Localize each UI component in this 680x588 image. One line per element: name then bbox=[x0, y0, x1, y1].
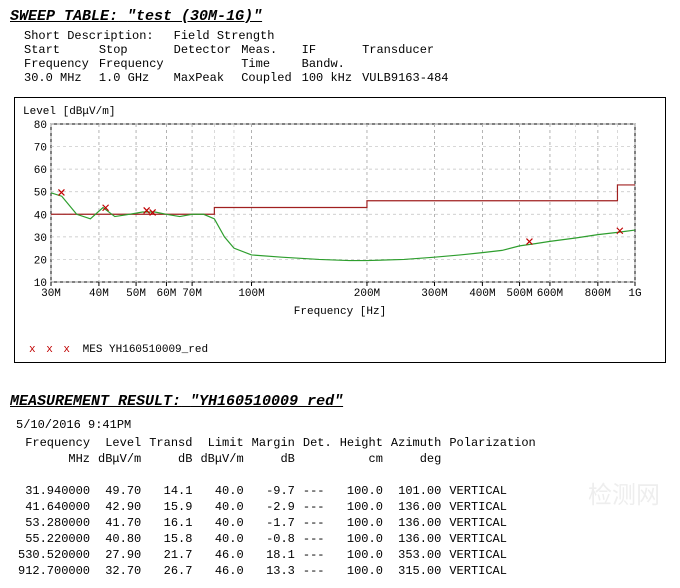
col-meas: Meas. bbox=[241, 43, 301, 57]
result-title-value: "YH160510009_red" bbox=[190, 393, 343, 410]
svg-text:70M: 70M bbox=[182, 288, 202, 300]
svg-text:500M: 500M bbox=[506, 288, 532, 300]
sweep-table-section: SWEEP TABLE: "test (30M-1G)" Short Descr… bbox=[10, 8, 670, 85]
svg-text:30M: 30M bbox=[41, 288, 61, 300]
legend-label: MES YH160510009_red bbox=[83, 344, 208, 356]
table-row: 912.70000032.7026.746.013.3---100.0315.0… bbox=[18, 564, 542, 578]
short-desc-label: Short Description: bbox=[24, 29, 154, 43]
col-if: IF bbox=[302, 43, 362, 57]
col-start: Start bbox=[24, 43, 99, 57]
svg-text:30: 30 bbox=[34, 233, 47, 245]
sweep-values-row: 30.0 MHz 1.0 GHz MaxPeak Coupled 100 kHz… bbox=[24, 71, 459, 85]
chart-legend: x x x MES YH160510009_red bbox=[29, 344, 657, 356]
table-row: 55.22000040.8015.840.0-0.8---100.0136.00… bbox=[18, 532, 542, 546]
table-row: FrequencyLevelTransdLimitMarginDet.Heigh… bbox=[18, 436, 542, 450]
svg-text:400M: 400M bbox=[469, 288, 495, 300]
svg-text:40: 40 bbox=[34, 210, 47, 222]
svg-text:60M: 60M bbox=[157, 288, 177, 300]
sweep-params-table: Short Description: Field Strength Start … bbox=[24, 29, 459, 85]
result-timestamp: 5/10/2016 9:41PM bbox=[16, 418, 670, 432]
svg-text:70: 70 bbox=[34, 143, 47, 155]
svg-text:600M: 600M bbox=[537, 288, 563, 300]
col-transducer: Transducer bbox=[362, 43, 458, 57]
svg-text:800M: 800M bbox=[585, 288, 611, 300]
svg-text:100M: 100M bbox=[238, 288, 264, 300]
result-title: MEASUREMENT RESULT: "YH160510009_red" bbox=[10, 393, 670, 410]
svg-text:50M: 50M bbox=[126, 288, 146, 300]
chart-frame: Level [dBμV/m] 102030405060708030M40M50M… bbox=[14, 97, 666, 363]
sweep-title: SWEEP TABLE: "test (30M-1G)" bbox=[10, 8, 670, 25]
table-row: MHzdBμV/mdBdBμV/mdBcmdeg bbox=[18, 452, 542, 466]
svg-text:80: 80 bbox=[34, 120, 47, 132]
level-vs-frequency-chart: 102030405060708030M40M50M60M70M100M200M3… bbox=[23, 120, 641, 300]
svg-text:1G: 1G bbox=[628, 288, 641, 300]
sweep-header-row2: Frequency Frequency Time Bandw. bbox=[24, 57, 459, 71]
svg-text:40M: 40M bbox=[89, 288, 109, 300]
col-stop: Stop bbox=[99, 43, 174, 57]
svg-text:50: 50 bbox=[34, 188, 47, 200]
legend-marker-icon: x x x bbox=[29, 344, 72, 356]
svg-text:300M: 300M bbox=[421, 288, 447, 300]
svg-text:60: 60 bbox=[34, 165, 47, 177]
table-row: 31.94000049.7014.140.0-9.7---100.0101.00… bbox=[18, 484, 542, 498]
result-table: FrequencyLevelTransdLimitMarginDet.Heigh… bbox=[16, 434, 544, 580]
sweep-title-label: SWEEP TABLE: bbox=[10, 8, 118, 25]
result-title-label: MEASUREMENT RESULT: bbox=[10, 393, 181, 410]
col-detector: Detector bbox=[174, 43, 242, 57]
svg-text:20: 20 bbox=[34, 255, 47, 267]
svg-text:200M: 200M bbox=[354, 288, 380, 300]
sweep-title-value: "test (30M-1G)" bbox=[127, 8, 262, 25]
table-row: 530.52000027.9021.746.018.1---100.0353.0… bbox=[18, 548, 542, 562]
measurement-result-section: MEASUREMENT RESULT: "YH160510009_red" 5/… bbox=[10, 393, 670, 580]
chart-xlabel: Frequency [Hz] bbox=[23, 306, 657, 318]
short-desc-value: Field Strength bbox=[174, 29, 275, 43]
table-row: 53.28000041.7016.140.0-1.7---100.0136.00… bbox=[18, 516, 542, 530]
sweep-header-row1: Start Stop Detector Meas. IF Transducer bbox=[24, 43, 459, 57]
table-row: 41.64000042.9015.940.0-2.9---100.0136.00… bbox=[18, 500, 542, 514]
chart-ylabel: Level [dBμV/m] bbox=[23, 106, 657, 118]
